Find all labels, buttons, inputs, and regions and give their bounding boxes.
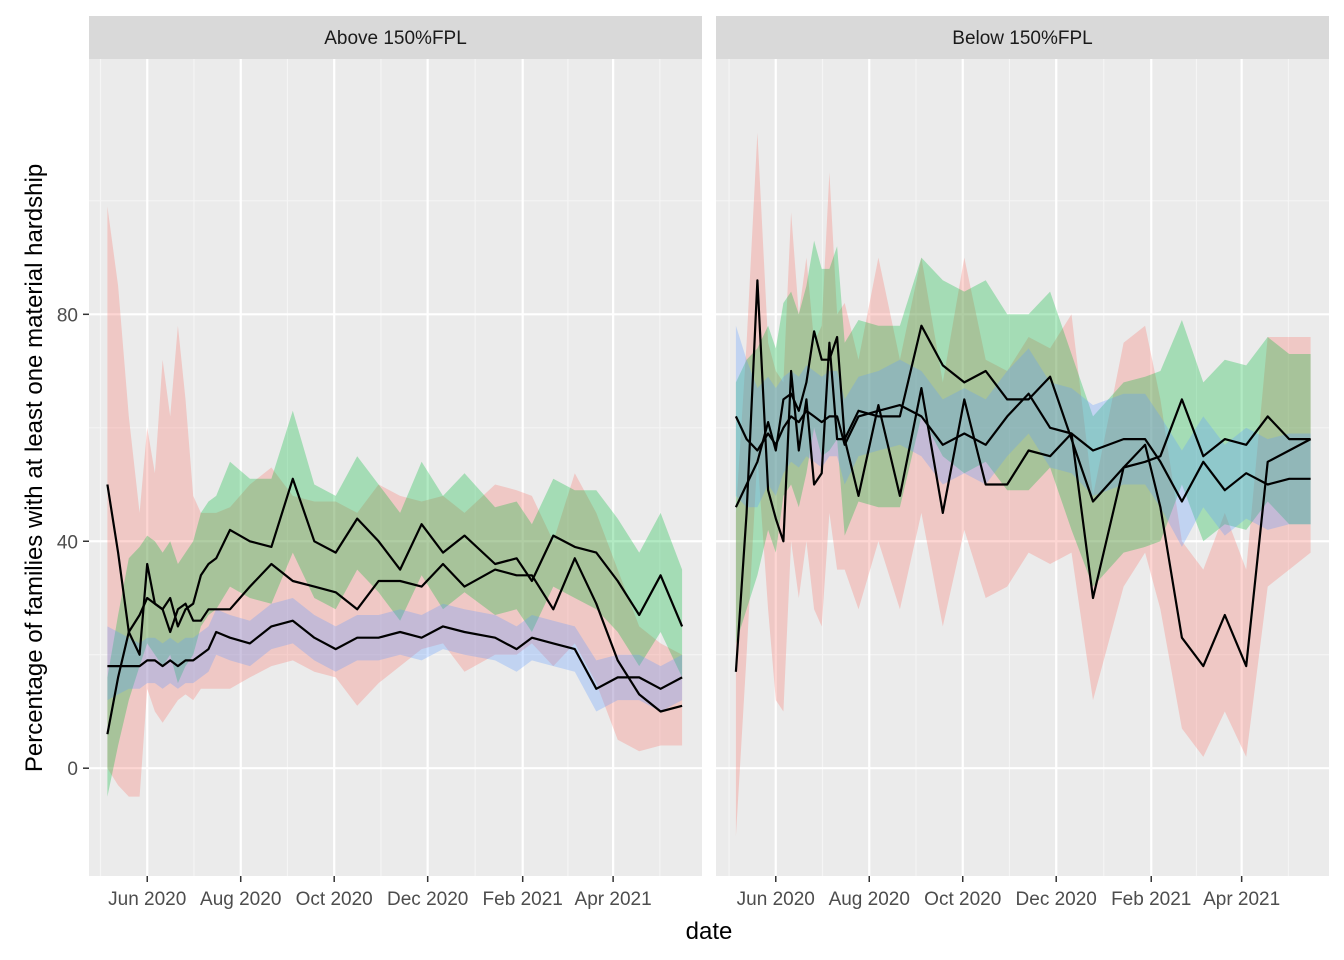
plot-area-below-150fpl (716, 59, 1329, 876)
ribbon-red (107, 206, 683, 797)
x-tick-label: Dec 2020 (387, 889, 468, 910)
y-axis-title: Percentage of families with at least one… (21, 164, 48, 772)
strip-above-150fpl (89, 16, 702, 59)
x-tick-label: Apr 2021 (1203, 889, 1280, 910)
strip-label-above-150fpl: Above 150%FPL (324, 28, 467, 49)
strip-label-below-150fpl: Below 150%FPL (952, 28, 1092, 49)
ribbon-green (735, 240, 1311, 644)
gridlines-below-150fpl (716, 59, 1329, 876)
y-tick-label: 40 (57, 532, 78, 553)
x-tick-label: Jun 2020 (108, 889, 186, 910)
series-line-red (734, 279, 1312, 672)
ribbons-above-150fpl (107, 206, 683, 797)
x-tick-label: Aug 2020 (200, 889, 281, 910)
ribbons-below-150fpl (735, 132, 1311, 837)
panel-above-150fpl: Above 150%FPL Jun 2020 Aug 2020 Oct 2020 De… (57, 16, 702, 910)
series-line-blue (107, 619, 683, 690)
gridlines-above-150fpl (89, 59, 702, 876)
strip-below-150fpl (716, 16, 1329, 59)
y-axis: 0 40 80 (57, 305, 89, 780)
x-tick-label: Dec 2020 (1016, 889, 1097, 910)
x-tick-label: Feb 2021 (1111, 889, 1191, 910)
ribbon-blue (735, 325, 1311, 547)
lines-above-150fpl (106, 477, 684, 735)
ribbon-green (107, 410, 683, 797)
x-tick-label: Oct 2020 (924, 889, 1001, 910)
y-tick-label: 80 (57, 305, 78, 326)
panel-below-150fpl: Below 150%FPL Jun 2020 Aug 2020 Oct 2020 De… (716, 16, 1329, 910)
ribbon-blue (107, 598, 683, 712)
x-axis-below-150fpl: Jun 2020 Aug 2020 Oct 2020 Dec 2020 Feb 2021… (737, 876, 1280, 910)
x-tick-label: Jun 2020 (737, 889, 815, 910)
x-axis-title: date (686, 918, 733, 945)
x-axis-above-150fpl: Jun 2020 Aug 2020 Oct 2020 Dec 2020 Feb 2021… (108, 876, 652, 910)
ribbon-red (735, 132, 1311, 837)
x-tick-label: Aug 2020 (829, 889, 910, 910)
x-tick-label: Oct 2020 (296, 889, 373, 910)
plot-area-above-150fpl (89, 59, 702, 876)
x-tick-label: Feb 2021 (483, 889, 563, 910)
series-line-blue (734, 392, 1311, 503)
series-line-green (106, 477, 684, 735)
y-tick-label: 0 (67, 759, 78, 780)
lines-below-150fpl (734, 279, 1312, 672)
series-line-green (734, 324, 1311, 508)
x-tick-label: Apr 2021 (575, 889, 652, 910)
